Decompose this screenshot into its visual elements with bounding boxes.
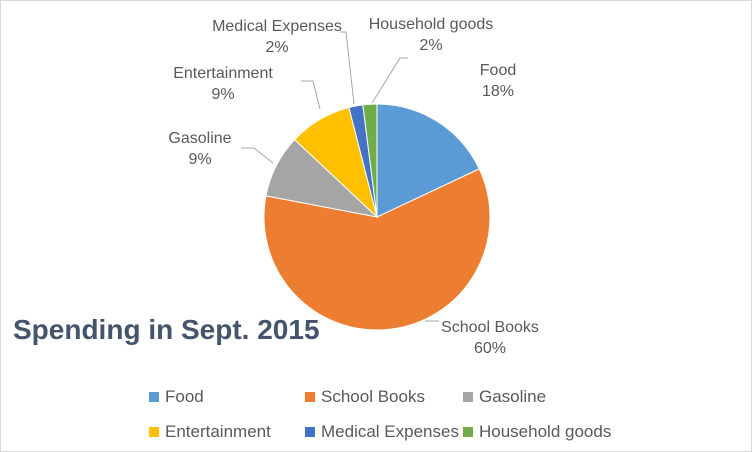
legend-swatch-household-goods bbox=[463, 426, 473, 437]
data-label-gasoline: Gasoline 9% bbox=[168, 130, 231, 168]
data-label-percent-entertainment: 9% bbox=[211, 86, 234, 103]
data-label-percent-school-books: 60% bbox=[474, 340, 506, 357]
legend-label-gasoline: Gasoline bbox=[479, 386, 547, 406]
data-label-percent-gasoline: 9% bbox=[188, 151, 211, 168]
data-label-category-entertainment: Entertainment bbox=[173, 65, 273, 82]
data-label-school-books: School Books 60% bbox=[441, 319, 539, 357]
data-label-category-household-goods: Household goods bbox=[369, 16, 494, 33]
pie-slice-food bbox=[376, 103, 480, 218]
legend-label-entertainment: Entertainment bbox=[165, 421, 271, 441]
legend-item-entertainment: Entertainment bbox=[149, 422, 305, 442]
pie-slice-household-goods bbox=[362, 103, 378, 218]
legend-swatch-medical-expenses bbox=[305, 426, 315, 437]
data-label-percent-household-goods: 2% bbox=[419, 37, 442, 54]
pie-slice-school-books bbox=[263, 168, 491, 331]
data-label-category-school-books: School Books bbox=[441, 319, 539, 336]
data-label-household-goods: Household goods 2% bbox=[369, 16, 494, 54]
legend-label-food: Food bbox=[165, 386, 204, 406]
legend-item-gasoline: Gasoline bbox=[463, 387, 546, 407]
legend-swatch-school-books bbox=[305, 391, 315, 402]
data-label-category-gasoline: Gasoline bbox=[168, 130, 231, 147]
legend-item-school-books: School Books bbox=[305, 387, 463, 407]
legend-label-school-books: School Books bbox=[321, 386, 425, 406]
data-label-percent-medical-expenses: 2% bbox=[265, 39, 288, 56]
leader-line-entertainment bbox=[301, 80, 321, 110]
leader-line-medical-expenses bbox=[340, 31, 355, 105]
legend-swatch-food bbox=[149, 391, 159, 402]
legend-label-medical-expenses: Medical Expenses bbox=[321, 421, 459, 441]
legend-label-household-goods: Household goods bbox=[479, 421, 612, 441]
legend-item-household-goods: Household goods bbox=[463, 422, 611, 442]
data-label-food: Food 18% bbox=[480, 62, 516, 100]
data-label-category-food: Food bbox=[480, 62, 516, 79]
data-label-medical-expenses: Medical Expenses 2% bbox=[212, 18, 342, 56]
legend-item-food: Food bbox=[149, 387, 305, 407]
leader-line-gasoline bbox=[241, 147, 274, 164]
legend-swatch-entertainment bbox=[149, 426, 159, 437]
data-label-percent-food: 18% bbox=[482, 83, 514, 100]
legend-row-2: Entertainment Medical Expenses Household… bbox=[149, 414, 669, 449]
leader-line-household-goods bbox=[371, 57, 408, 104]
legend-row-1: Food School Books Gasoline bbox=[149, 379, 669, 414]
data-label-entertainment: Entertainment 9% bbox=[173, 65, 273, 103]
legend-swatch-gasoline bbox=[463, 391, 473, 402]
legend-item-medical-expenses: Medical Expenses bbox=[305, 422, 463, 442]
data-label-category-medical-expenses: Medical Expenses bbox=[212, 18, 342, 35]
legend: Food School Books Gasoline Entertainment… bbox=[149, 379, 669, 449]
chart-title: Spending in Sept. 2015 bbox=[13, 314, 320, 345]
